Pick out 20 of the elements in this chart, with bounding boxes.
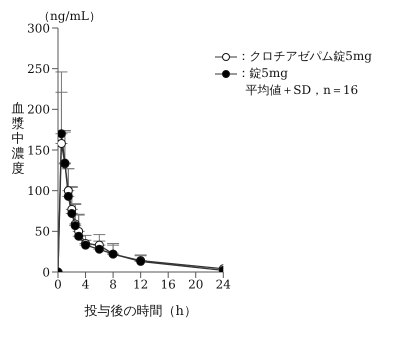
y-tick-label: 50: [34, 224, 50, 239]
y-axis-title: 血漿中濃度: [12, 102, 24, 176]
x-tick-label: 8: [109, 278, 117, 292]
x-tick-label: 0: [54, 278, 62, 292]
text: 平均値＋SD，n＝16: [244, 82, 360, 99]
legend-label: ：クロチアゼパム錠5mg: [237, 48, 372, 65]
x-axis-title: 投与後の時間（h）: [83, 304, 197, 320]
x-tick-label: 16: [160, 278, 176, 292]
y-tick-label: 200: [27, 102, 50, 117]
y-tick-label: 100: [27, 184, 50, 198]
x-tick-label: 12: [133, 278, 148, 292]
x-tick-label: 4: [82, 278, 90, 292]
legend-label: ：錠5mg: [237, 65, 288, 82]
y-tick-label: 0: [42, 265, 50, 280]
text: （ng/mL）: [38, 8, 101, 24]
y-tick-label: 300: [27, 21, 50, 36]
x-tick-label: 20: [188, 278, 204, 292]
x-tick-label: 24: [216, 278, 232, 292]
y-tick-label: 250: [27, 62, 50, 76]
y-tick-label: 150: [27, 143, 50, 158]
